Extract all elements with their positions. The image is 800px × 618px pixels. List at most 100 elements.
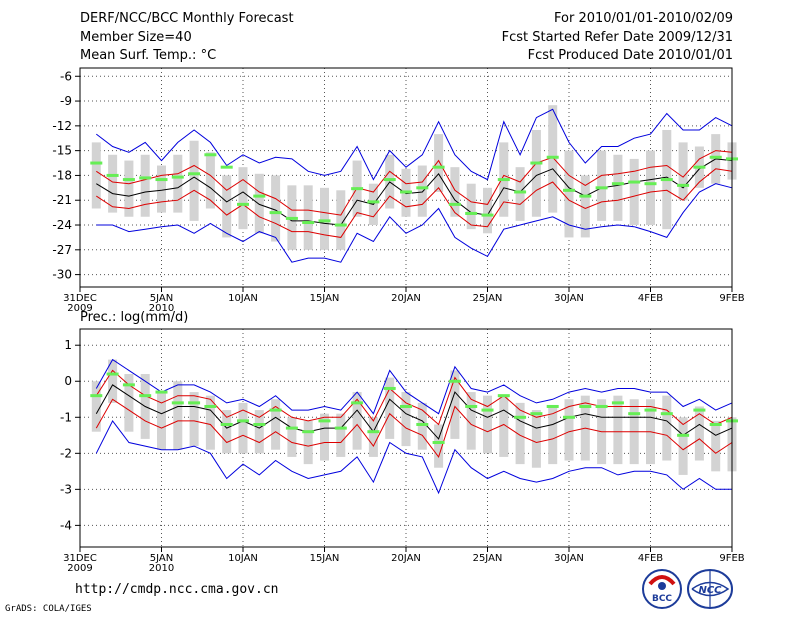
ensemble-box <box>320 187 329 250</box>
forecast-marker <box>155 390 168 394</box>
ensemble-box <box>124 374 134 432</box>
forecast-marker <box>400 404 412 408</box>
ensemble-box <box>417 165 427 217</box>
max-line <box>95 358 733 415</box>
ensemble-box <box>287 417 297 457</box>
y-tick-label: -27 <box>52 243 72 257</box>
forecast-marker <box>106 372 119 376</box>
ensemble-box <box>222 175 232 238</box>
forecast-marker <box>269 408 282 412</box>
ensemble-box <box>401 392 411 447</box>
ensemble-box <box>662 395 672 461</box>
x-tick-label: 5JAN <box>150 553 173 564</box>
y-tick-label: -24 <box>52 218 72 232</box>
ensemble-box <box>108 359 118 403</box>
ncc-logo-text: NCC <box>698 585 722 596</box>
upper-sd-line <box>96 150 733 216</box>
y-tick-label: -12 <box>52 119 72 133</box>
y-tick-label: -21 <box>52 193 72 207</box>
ensemble-box <box>238 402 248 454</box>
x-tick-label: 30JAN <box>554 293 584 304</box>
ensemble-box <box>450 370 460 439</box>
forecast-marker <box>188 172 201 176</box>
y-tick-label: -15 <box>52 144 72 158</box>
forecast-marker <box>383 178 396 182</box>
forecast-marker <box>611 401 624 405</box>
forecast-marker <box>644 182 657 186</box>
forecast-marker <box>660 178 673 182</box>
ensemble-box <box>580 175 590 238</box>
forecast-marker <box>139 394 152 398</box>
ensemble-box <box>629 158 639 226</box>
forecast-marker <box>237 419 249 423</box>
forecast-marker <box>709 422 722 426</box>
y-tick-label: -2 <box>60 446 72 460</box>
forecast-marker <box>546 404 559 408</box>
forecast-marker <box>237 202 249 206</box>
forecast-marker <box>693 165 706 169</box>
ensemble-box <box>450 167 460 217</box>
source-url[interactable]: http://cmdp.ncc.cma.gov.cn <box>75 582 279 597</box>
ensemble-box <box>417 402 427 450</box>
forecast-marker <box>204 153 217 157</box>
forecast-marker <box>677 433 690 437</box>
ensemble-box <box>271 175 281 242</box>
forecast-marker <box>514 190 527 194</box>
forecast-marker <box>383 386 396 390</box>
x-tick-label: 20JAN <box>391 293 421 304</box>
forecast-marker <box>595 186 608 190</box>
ensemble-box <box>124 160 134 217</box>
ensemble-box <box>531 129 541 217</box>
forecast-marker <box>497 178 510 182</box>
forecast-marker <box>644 408 657 412</box>
forecast-marker <box>334 426 347 430</box>
forecast-marker <box>579 404 592 408</box>
x-tick-label: 15JAN <box>310 293 340 304</box>
forecast-marker <box>253 422 266 426</box>
x-tick-label: 9FEB <box>719 553 744 564</box>
forecast-marker <box>171 401 184 405</box>
ensemble-box <box>352 392 362 450</box>
ensemble-box <box>303 420 313 465</box>
ensemble-box <box>205 395 215 450</box>
forecast-marker <box>188 401 201 405</box>
ncc-logo: NCC <box>687 569 733 609</box>
ensemble-box <box>548 406 558 465</box>
fcst-started-label: Fcst Started Refer Date 2009/12/31 <box>501 30 733 45</box>
forecast-marker <box>465 211 478 215</box>
forecast-marker <box>285 216 298 220</box>
ensemble-box <box>483 395 492 454</box>
ensemble-box <box>711 420 721 472</box>
forecast-marker <box>579 194 592 198</box>
forecast-marker <box>367 430 380 434</box>
ensemble-box <box>189 392 199 447</box>
forecast-marker <box>334 223 347 227</box>
panel1-title: Mean Surf. Temp.: °C <box>80 48 217 63</box>
y-tick-label: -9 <box>60 94 72 108</box>
forecast-marker <box>269 211 282 215</box>
forecast-marker <box>122 383 135 387</box>
x-tick-label: 20JAN <box>391 553 421 564</box>
x-tick-label: 25JAN <box>473 293 503 304</box>
ensemble-box <box>222 410 232 454</box>
ensemble-box <box>678 417 688 475</box>
ensemble-box <box>189 140 199 221</box>
forecast-marker <box>155 178 168 182</box>
forecast-marker <box>448 379 461 383</box>
x-tick-year-label: 2009 <box>67 303 92 314</box>
y-tick-label: -6 <box>60 69 72 83</box>
x-tick-label: 30JAN <box>554 553 584 564</box>
ensemble-box <box>613 154 623 221</box>
ensemble-box <box>613 395 623 465</box>
ensemble-box <box>597 150 607 221</box>
ensemble-box <box>483 187 492 234</box>
y-tick-label: -4 <box>60 518 72 532</box>
forecast-marker <box>563 415 575 419</box>
x-tick-label: 5JAN <box>150 293 173 304</box>
ensemble-box <box>466 392 476 450</box>
y-tick-label: 0 <box>64 374 72 388</box>
x-tick-label: 4FEB <box>638 293 663 304</box>
forecast-marker <box>530 412 543 416</box>
forecast-marker <box>351 187 364 191</box>
chart-title: DERF/NCC/BCC Monthly Forecast <box>80 11 294 26</box>
